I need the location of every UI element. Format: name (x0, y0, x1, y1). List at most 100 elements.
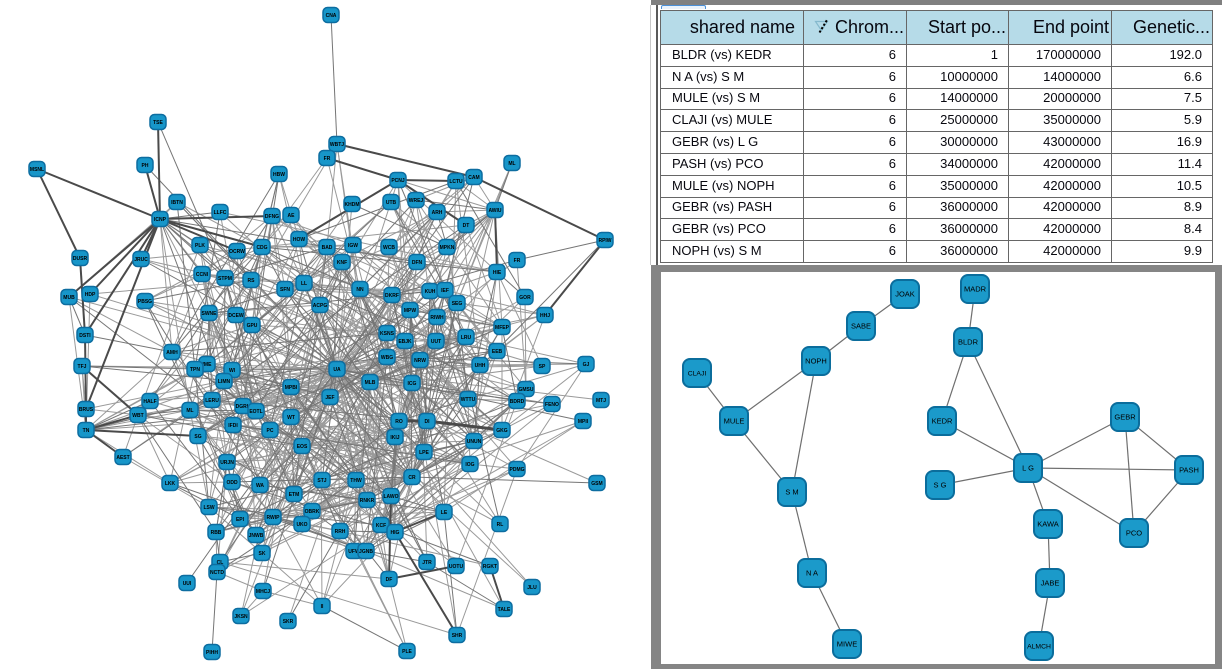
svg-text:JABE: JABE (1041, 579, 1060, 588)
svg-text:RBB: RBB (211, 530, 222, 536)
svg-text:STJ: STJ (317, 478, 326, 484)
svg-text:GPU: GPU (247, 323, 258, 329)
svg-text:UOTU: UOTU (449, 564, 464, 570)
svg-text:WREJ: WREJ (409, 198, 424, 204)
svg-text:DFNG: DFNG (265, 214, 279, 220)
svg-text:TFJ: TFJ (78, 364, 87, 370)
svg-text:OCRW: OCRW (229, 249, 245, 255)
svg-text:S G: S G (934, 481, 947, 490)
svg-text:HDP: HDP (85, 292, 96, 298)
svg-text:GKG: GKG (496, 428, 508, 434)
svg-text:GEBR: GEBR (1114, 413, 1136, 422)
svg-text:MIWE: MIWE (837, 640, 857, 649)
svg-text:RNKR: RNKR (360, 498, 375, 504)
svg-text:BAD: BAD (322, 245, 333, 251)
svg-text:AMH: AMH (166, 350, 178, 356)
svg-text:N A: N A (806, 569, 818, 578)
svg-text:MFEP: MFEP (495, 325, 510, 331)
svg-text:CCNI: CCNI (196, 272, 209, 278)
svg-text:IGW: IGW (348, 243, 358, 249)
svg-text:LKK: LKK (165, 481, 176, 487)
svg-text:RGKT: RGKT (483, 564, 497, 570)
svg-text:LERU: LERU (205, 398, 219, 404)
svg-text:KSNS: KSNS (380, 331, 395, 337)
svg-text:WA: WA (256, 483, 264, 489)
svg-text:MPII: MPII (578, 419, 589, 425)
svg-text:DI: DI (425, 419, 431, 425)
svg-text:JGNB: JGNB (359, 549, 373, 555)
svg-text:THW: THW (350, 478, 362, 484)
svg-text:RS: RS (248, 278, 256, 284)
svg-text:SK: SK (259, 551, 266, 557)
svg-text:JOAK: JOAK (895, 290, 915, 299)
svg-text:DFN: DFN (412, 260, 423, 266)
svg-text:IKIJ: IKIJ (390, 435, 399, 441)
svg-text:MADR: MADR (964, 285, 987, 294)
svg-text:EEB: EEB (492, 349, 503, 355)
svg-text:L G: L G (1022, 464, 1034, 473)
svg-text:S M: S M (785, 488, 798, 497)
svg-text:RIWH: RIWH (430, 315, 444, 321)
svg-text:BLDR: BLDR (958, 338, 979, 347)
svg-text:PDMG: PDMG (510, 467, 525, 473)
svg-text:SWNE: SWNE (202, 311, 218, 317)
svg-text:ML: ML (508, 161, 515, 167)
svg-text:ALMCH: ALMCH (1027, 644, 1051, 651)
svg-text:BRUS: BRUS (79, 407, 94, 413)
svg-text:BDRD: BDRD (510, 399, 525, 405)
svg-text:LIMN: LIMN (218, 379, 231, 385)
svg-text:SP: SP (539, 364, 546, 370)
svg-text:JNWB: JNWB (249, 533, 264, 539)
svg-text:LLFC: LLFC (214, 210, 227, 216)
svg-text:RRH: RRH (335, 529, 346, 535)
svg-text:PLK: PLK (195, 243, 205, 249)
svg-text:AEST: AEST (116, 455, 129, 461)
svg-text:LAWO: LAWO (384, 494, 399, 500)
svg-text:UKO: UKO (296, 522, 307, 528)
svg-text:EPI: EPI (236, 517, 245, 523)
svg-text:UUT: UUT (431, 339, 441, 345)
svg-text:WCB: WCB (383, 245, 395, 251)
svg-text:FR: FR (324, 156, 331, 162)
svg-text:KNF: KNF (337, 260, 347, 266)
svg-text:MPW: MPW (404, 308, 417, 314)
svg-text:PC: PC (267, 428, 274, 434)
svg-text:STPM: STPM (218, 276, 232, 282)
svg-text:KAWA: KAWA (1037, 520, 1059, 529)
svg-text:UUI: UUI (183, 581, 192, 587)
svg-text:TN: TN (83, 428, 90, 434)
svg-text:MPBI: MPBI (285, 385, 298, 391)
svg-text:DT: DT (463, 223, 470, 229)
svg-text:MPKN: MPKN (440, 245, 455, 251)
svg-text:UHH: UHH (475, 363, 486, 369)
svg-text:WBT: WBT (132, 413, 143, 419)
svg-text:DF: DF (386, 577, 393, 583)
svg-text:DCEW: DCEW (228, 313, 244, 319)
svg-text:LSW: LSW (203, 505, 214, 511)
svg-text:ARH: ARH (432, 210, 443, 216)
svg-text:RWIP: RWIP (267, 515, 281, 521)
svg-text:ETM: ETM (289, 492, 300, 498)
svg-text:HHJ: HHJ (540, 313, 550, 319)
svg-text:TALE: TALE (498, 607, 511, 613)
svg-text:KHDM: KHDM (345, 202, 360, 208)
svg-text:MLB: MLB (365, 380, 376, 386)
svg-text:EOTL: EOTL (249, 409, 262, 415)
svg-text:SFN: SFN (280, 287, 290, 293)
svg-text:NRW: NRW (414, 358, 426, 364)
svg-text:SHR: SHR (452, 633, 463, 639)
svg-text:JKSN: JKSN (234, 614, 248, 620)
svg-text:RL: RL (497, 522, 504, 528)
svg-text:IFDI: IFDI (228, 423, 238, 429)
svg-text:LL: LL (301, 281, 307, 287)
svg-text:AWIU: AWIU (488, 208, 501, 214)
svg-text:RO: RO (395, 419, 403, 425)
svg-text:IBTN: IBTN (171, 200, 183, 206)
svg-text:HIE: HIE (493, 270, 502, 276)
svg-text:NCTD: NCTD (210, 570, 224, 576)
svg-text:JRUC: JRUC (134, 257, 148, 263)
svg-text:SEG: SEG (452, 301, 463, 307)
svg-text:UTB: UTB (386, 200, 397, 206)
svg-text:HBW: HBW (273, 172, 285, 178)
svg-text:LRU: LRU (461, 335, 472, 341)
